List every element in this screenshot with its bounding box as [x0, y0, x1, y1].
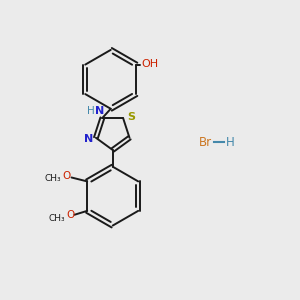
Text: S: S	[127, 112, 135, 122]
Text: H: H	[226, 136, 234, 148]
Text: CH₃: CH₃	[49, 214, 66, 223]
Text: N: N	[84, 134, 93, 144]
Text: Br: Br	[199, 136, 212, 148]
Text: O: O	[62, 172, 70, 182]
Text: H: H	[87, 106, 95, 116]
Text: OH: OH	[141, 58, 158, 69]
Text: N: N	[95, 106, 104, 116]
Text: CH₃: CH₃	[44, 174, 61, 183]
Text: O: O	[66, 210, 74, 220]
